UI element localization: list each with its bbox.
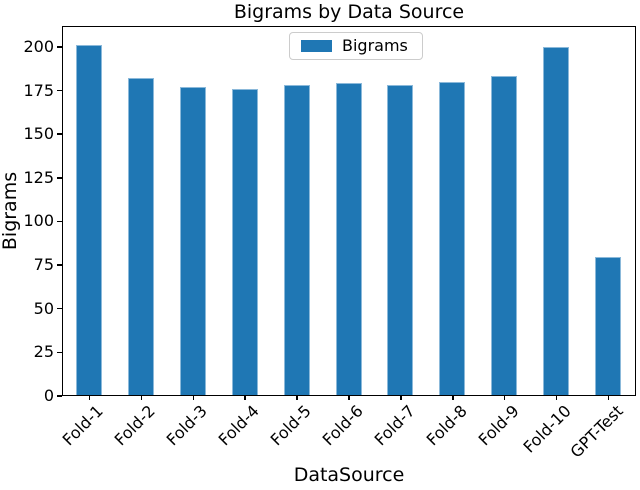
- x-tick-mark: [140, 396, 143, 400]
- y-tick-label: 0: [43, 386, 54, 405]
- x-tick-mark: [296, 396, 298, 400]
- y-tick-mark: [57, 89, 62, 92]
- x-tick-mark: [88, 396, 91, 400]
- y-tick-mark: [57, 133, 62, 135]
- legend-label: Bigrams: [342, 36, 408, 55]
- bar-fold-4: [231, 88, 258, 395]
- x-tick-mark: [503, 396, 506, 400]
- x-tick-mark: [555, 396, 558, 400]
- legend: Bigrams: [289, 32, 423, 60]
- x-tick-mark: [452, 396, 454, 400]
- y-tick-mark: [57, 264, 62, 266]
- bar-fold-10: [543, 47, 570, 395]
- bar-fold-8: [439, 81, 466, 395]
- chart-title: Bigrams by Data Source: [233, 1, 465, 23]
- x-tick-mark: [244, 396, 246, 400]
- bar-fold-5: [283, 85, 310, 395]
- bar-fold-2: [127, 78, 154, 395]
- plot-area: Bigrams: [62, 26, 636, 396]
- y-tick-mark: [57, 177, 62, 179]
- y-tick-mark: [57, 395, 62, 397]
- x-tick-mark: [192, 396, 195, 400]
- x-tick-mark: [400, 396, 402, 400]
- y-tick-mark: [57, 46, 62, 48]
- x-tick-mark: [348, 396, 350, 400]
- y-tick-mark: [57, 351, 62, 354]
- y-tick-label: 150: [23, 124, 54, 144]
- y-tick-mark: [57, 220, 62, 223]
- bar-fold-7: [387, 85, 414, 395]
- y-tick-label: 200: [23, 36, 54, 56]
- y-tick-label: 175: [23, 80, 54, 100]
- y-tick-label: 100: [23, 211, 54, 231]
- bar-fold-1: [75, 45, 102, 395]
- bar-fold-9: [491, 76, 518, 395]
- y-tick-label: 25: [33, 342, 54, 362]
- bar-fold-6: [335, 83, 362, 395]
- bar-fold-3: [179, 86, 206, 395]
- x-tick-mark: [607, 396, 610, 400]
- legend-swatch-icon: [301, 40, 332, 52]
- y-tick-label: 50: [33, 298, 54, 318]
- y-tick-label: 125: [23, 167, 54, 187]
- x-axis-label: DataSource: [293, 464, 405, 486]
- y-tick-mark: [57, 307, 62, 310]
- bar-gpt-test: [595, 256, 622, 395]
- y-tick-label: 75: [33, 255, 54, 275]
